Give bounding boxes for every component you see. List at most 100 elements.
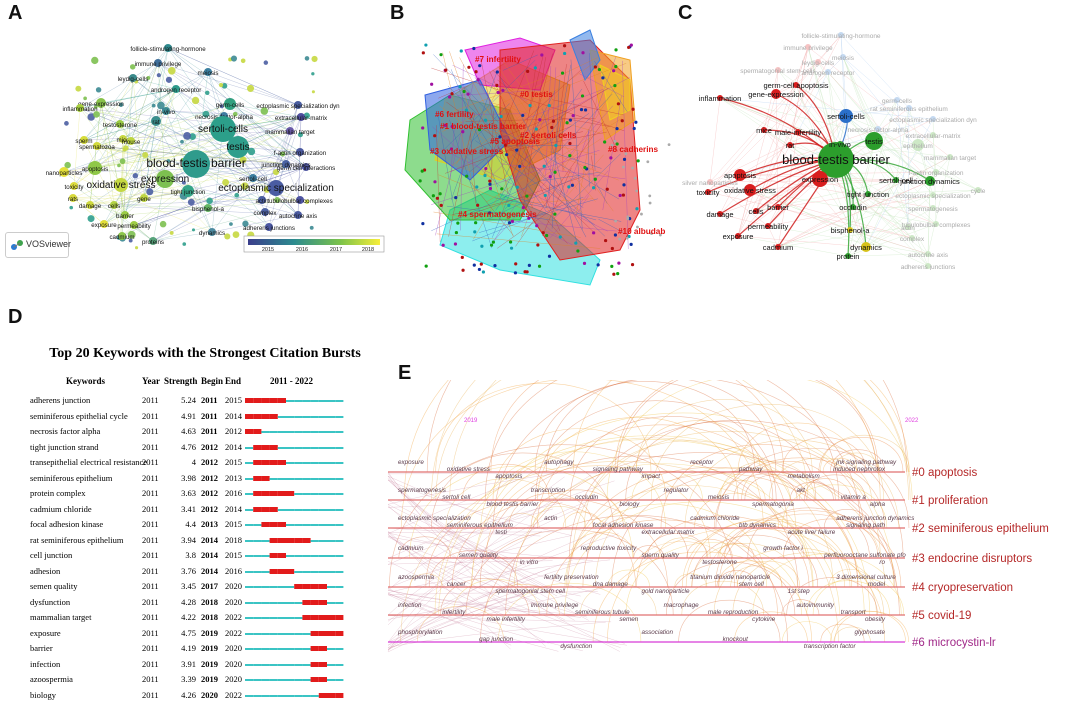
burst-timeline <box>245 661 344 667</box>
panel-a-node-label: cells <box>108 203 120 210</box>
panel-a-link <box>132 77 277 189</box>
burst-year-segment <box>335 508 344 511</box>
panel-b-node <box>631 166 634 170</box>
panel-a-link <box>133 224 154 242</box>
panel-a-node-label: blood-testis barrier <box>146 156 245 170</box>
panel-a-minor-node <box>119 158 126 165</box>
panel-a-node <box>210 116 236 142</box>
panel-a-node <box>302 163 310 171</box>
panel-a-minor-node <box>167 66 176 75</box>
panel-b-node <box>626 215 630 219</box>
panel-b-node <box>454 196 458 200</box>
panel-e-arc <box>484 380 840 501</box>
panel-a-link <box>152 231 213 242</box>
panel-b-node <box>632 126 636 131</box>
burst-year-segment <box>261 444 270 450</box>
panel-a-minor-node <box>183 132 191 140</box>
panel-c-node-label: leydig-cells <box>802 60 835 67</box>
panel-a-link <box>72 197 126 216</box>
burst-begin: 2019 <box>201 658 218 669</box>
burst-year-segment <box>277 460 286 465</box>
panel-a-link <box>122 71 209 140</box>
panel-a-node <box>204 204 212 212</box>
burst-year-segment <box>245 493 254 495</box>
panel-c-node-label: bisphenol-a <box>831 226 871 235</box>
panel-a-link <box>167 47 299 106</box>
panel-c-bg-link <box>865 118 934 248</box>
burst-begin: 2011 <box>201 395 218 405</box>
panel-a-minor-node <box>222 178 230 186</box>
panel-b-node <box>420 169 424 173</box>
panel-c-bg-link <box>795 84 937 225</box>
panel-b-node <box>421 126 425 130</box>
panel-c-bg-link <box>845 115 934 209</box>
panel-a-node-label: cadmium <box>109 234 134 241</box>
panel-c-bg-link <box>719 178 821 215</box>
cluster-timeline-label: #5 covid-19 <box>912 610 971 622</box>
burst-keyword: necrosis factor alpha <box>30 426 101 436</box>
panel-b-node <box>458 85 462 89</box>
burst-strength: 4.75 <box>181 627 196 638</box>
burst-strength: 3.91 <box>181 658 196 669</box>
panel-b-node <box>438 192 442 196</box>
panel-b-link <box>446 101 541 171</box>
panel-a-node <box>154 59 162 67</box>
panel-e-link <box>387 504 518 566</box>
burst-year-segment <box>253 555 262 557</box>
burst-end: 2014 <box>225 503 242 514</box>
panel-a-node <box>224 98 236 110</box>
burst-timeline <box>245 522 344 527</box>
cluster-label: #5 apoptosis <box>490 137 540 146</box>
panel-c-bg-link <box>865 179 897 248</box>
panel-a-node-label: apoptosis <box>82 166 109 173</box>
timeline-term: transcription factor <box>804 643 857 650</box>
burst-timeline <box>245 491 344 496</box>
panel-letter-d: D <box>8 306 23 328</box>
panel-a-link <box>152 178 166 242</box>
panel-a-link <box>157 62 177 90</box>
panel-e-link <box>387 502 563 559</box>
timeline-term: ro <box>879 559 885 566</box>
panel-a-link <box>121 77 134 237</box>
burst-year-segment <box>277 491 286 496</box>
panel-c-bg-link <box>932 134 937 173</box>
panel-a-link <box>122 138 126 216</box>
panel-c-bg-link <box>777 179 897 248</box>
panel-a-node <box>204 68 212 76</box>
burst-year-segment <box>245 679 254 681</box>
panel-a-node <box>297 113 305 121</box>
panel-e-link <box>387 594 576 617</box>
panel-b-node <box>541 231 545 235</box>
timeline-term: immune privilege <box>531 602 579 609</box>
panel-a-minor-node <box>274 196 281 203</box>
panel-a-link <box>79 107 277 189</box>
panel-c-node <box>775 67 781 73</box>
burst-year-segment <box>277 522 286 527</box>
panel-a-node-label: meiosis <box>198 70 219 77</box>
panel-b-link <box>438 85 469 99</box>
burst-year-segment <box>318 477 327 480</box>
burst-year-segment <box>302 524 311 526</box>
panel-a-node <box>258 196 266 204</box>
panel-a-link <box>143 120 157 199</box>
burst-year-segment <box>286 508 295 511</box>
burst-strength: 3.8 <box>185 550 196 560</box>
panel-b-node <box>472 263 476 267</box>
panel-a-node-label: spermatozoa <box>79 144 115 151</box>
burst-year-segment <box>261 663 270 666</box>
panel-a-node-label: germ cell interactions <box>277 165 335 172</box>
panel-c-bg-link <box>739 144 791 176</box>
timeline-term: regulator <box>664 487 690 494</box>
panel-a-link <box>100 102 132 142</box>
panel-a-node-label: complex <box>253 210 277 217</box>
panel-b-node <box>500 187 504 191</box>
panel-c-node-label: junction dynamics <box>899 177 960 186</box>
panel-a-link <box>120 184 266 213</box>
burst-year-segment <box>261 460 270 465</box>
timeline-term: model <box>868 581 886 588</box>
panel-b-node <box>484 166 488 171</box>
timeline-term: extracellular matrix <box>642 529 696 536</box>
panel-b-node <box>636 159 640 163</box>
panel-a-minor-node <box>191 228 196 232</box>
panel-c-node <box>930 116 936 122</box>
